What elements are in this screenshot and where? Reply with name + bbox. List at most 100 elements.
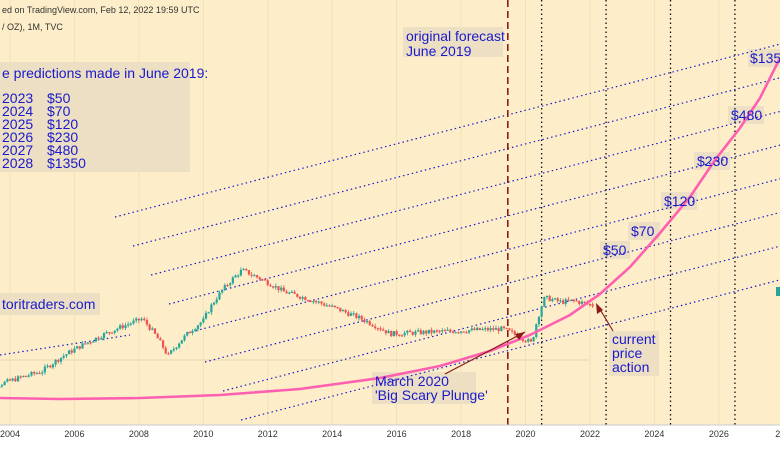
candle-body (395, 331, 398, 335)
candle-body (411, 332, 414, 335)
candle-body (323, 303, 326, 306)
candle-body (349, 313, 353, 316)
candle-body (398, 334, 401, 337)
prediction-year-2026: 2026 (2, 129, 33, 145)
candle-body (43, 366, 47, 373)
candle-body (153, 328, 157, 334)
candle-body (497, 328, 500, 332)
candle-body (384, 330, 387, 334)
candle-body (510, 330, 514, 332)
forecast-label-line1: original forecast (406, 28, 505, 44)
candle-body (221, 290, 224, 293)
candle-body (376, 328, 379, 330)
candle-body (229, 283, 232, 286)
candle-body (553, 298, 557, 300)
candle-body (408, 330, 412, 333)
candle-body (379, 328, 382, 330)
price-scale-marker (776, 287, 780, 296)
channel-line-1 (132, 77, 780, 247)
candle-body (438, 330, 441, 332)
candle-body (261, 279, 264, 281)
candle-body (70, 350, 73, 353)
x-tick-label-2014: 2014 (322, 429, 342, 439)
candle-body (288, 292, 291, 294)
candle-body (414, 331, 417, 335)
candle-body (564, 299, 567, 304)
x-axis-band (0, 425, 780, 450)
candle-body (8, 379, 12, 381)
prediction-price-120: $120 (47, 116, 78, 132)
candle-body (537, 316, 541, 325)
candle-body (186, 332, 189, 336)
candle-body (6, 379, 9, 382)
candle-body (16, 376, 20, 382)
website-box (0, 293, 100, 315)
candle-body (293, 291, 296, 294)
target-label-1350: $1350 (750, 50, 780, 66)
candle-body (580, 301, 584, 304)
x-tick-label-2026: 2026 (709, 429, 729, 439)
target-box-480 (728, 106, 764, 124)
candle-body (180, 340, 183, 344)
target-label-230: $230 (697, 153, 728, 169)
candle-body (253, 275, 256, 277)
candle-body (118, 325, 122, 329)
candle-body (100, 338, 103, 340)
candle-body (422, 330, 425, 335)
candle-body (309, 300, 312, 302)
candle-body (78, 346, 81, 349)
candle-body (468, 330, 471, 333)
candle-body (548, 295, 551, 302)
candle-body (76, 346, 79, 349)
candle-body (19, 376, 22, 378)
x-tick-label-2022: 2022 (580, 429, 600, 439)
candle-body (57, 359, 60, 362)
candle-body (35, 372, 38, 375)
candle-body (433, 330, 436, 333)
candle-body (237, 275, 240, 277)
candle-body (145, 319, 149, 325)
header-source-text: ed on TradingView.com, Feb 12, 2022 19:5… (2, 5, 200, 15)
candle-body (110, 332, 114, 334)
candle-body (366, 321, 369, 323)
target-box-230 (694, 152, 730, 170)
candle-body (476, 327, 479, 331)
candle-body (417, 330, 420, 332)
candle-body (368, 321, 371, 325)
candle-body (591, 304, 594, 307)
candle-body (430, 329, 433, 333)
candle-body (588, 303, 592, 306)
target-label-50: $50 (603, 242, 627, 258)
candle-body (54, 359, 57, 365)
forecast-label-box (403, 27, 503, 57)
candle-body (280, 287, 283, 291)
candle-body (427, 329, 430, 334)
candle-body (449, 329, 452, 332)
candle-body (49, 365, 52, 368)
candle-body (502, 326, 506, 328)
x-tick-label-2020: 2020 (516, 429, 536, 439)
candle-body (151, 328, 154, 330)
candle-body (457, 332, 460, 334)
candle-body (301, 297, 304, 299)
candle-body (81, 343, 84, 349)
prediction-year-2025: 2025 (2, 116, 33, 132)
x-tick-label-2016: 2016 (387, 429, 407, 439)
candle-body (129, 323, 132, 325)
candle-body (513, 331, 516, 335)
candle-body (296, 293, 299, 297)
channel-line-2 (150, 110, 780, 276)
candle-body (320, 301, 323, 304)
candle-body (543, 297, 546, 307)
candle-body (194, 329, 197, 332)
candle-body (352, 313, 355, 315)
candle-body (156, 333, 159, 339)
candle-body (556, 298, 559, 302)
candle-body (435, 330, 439, 332)
candle-body (121, 325, 124, 329)
candle-body (317, 301, 320, 303)
candle-body (140, 318, 143, 321)
channel-line-0 (114, 43, 780, 218)
candle-body (89, 342, 92, 344)
